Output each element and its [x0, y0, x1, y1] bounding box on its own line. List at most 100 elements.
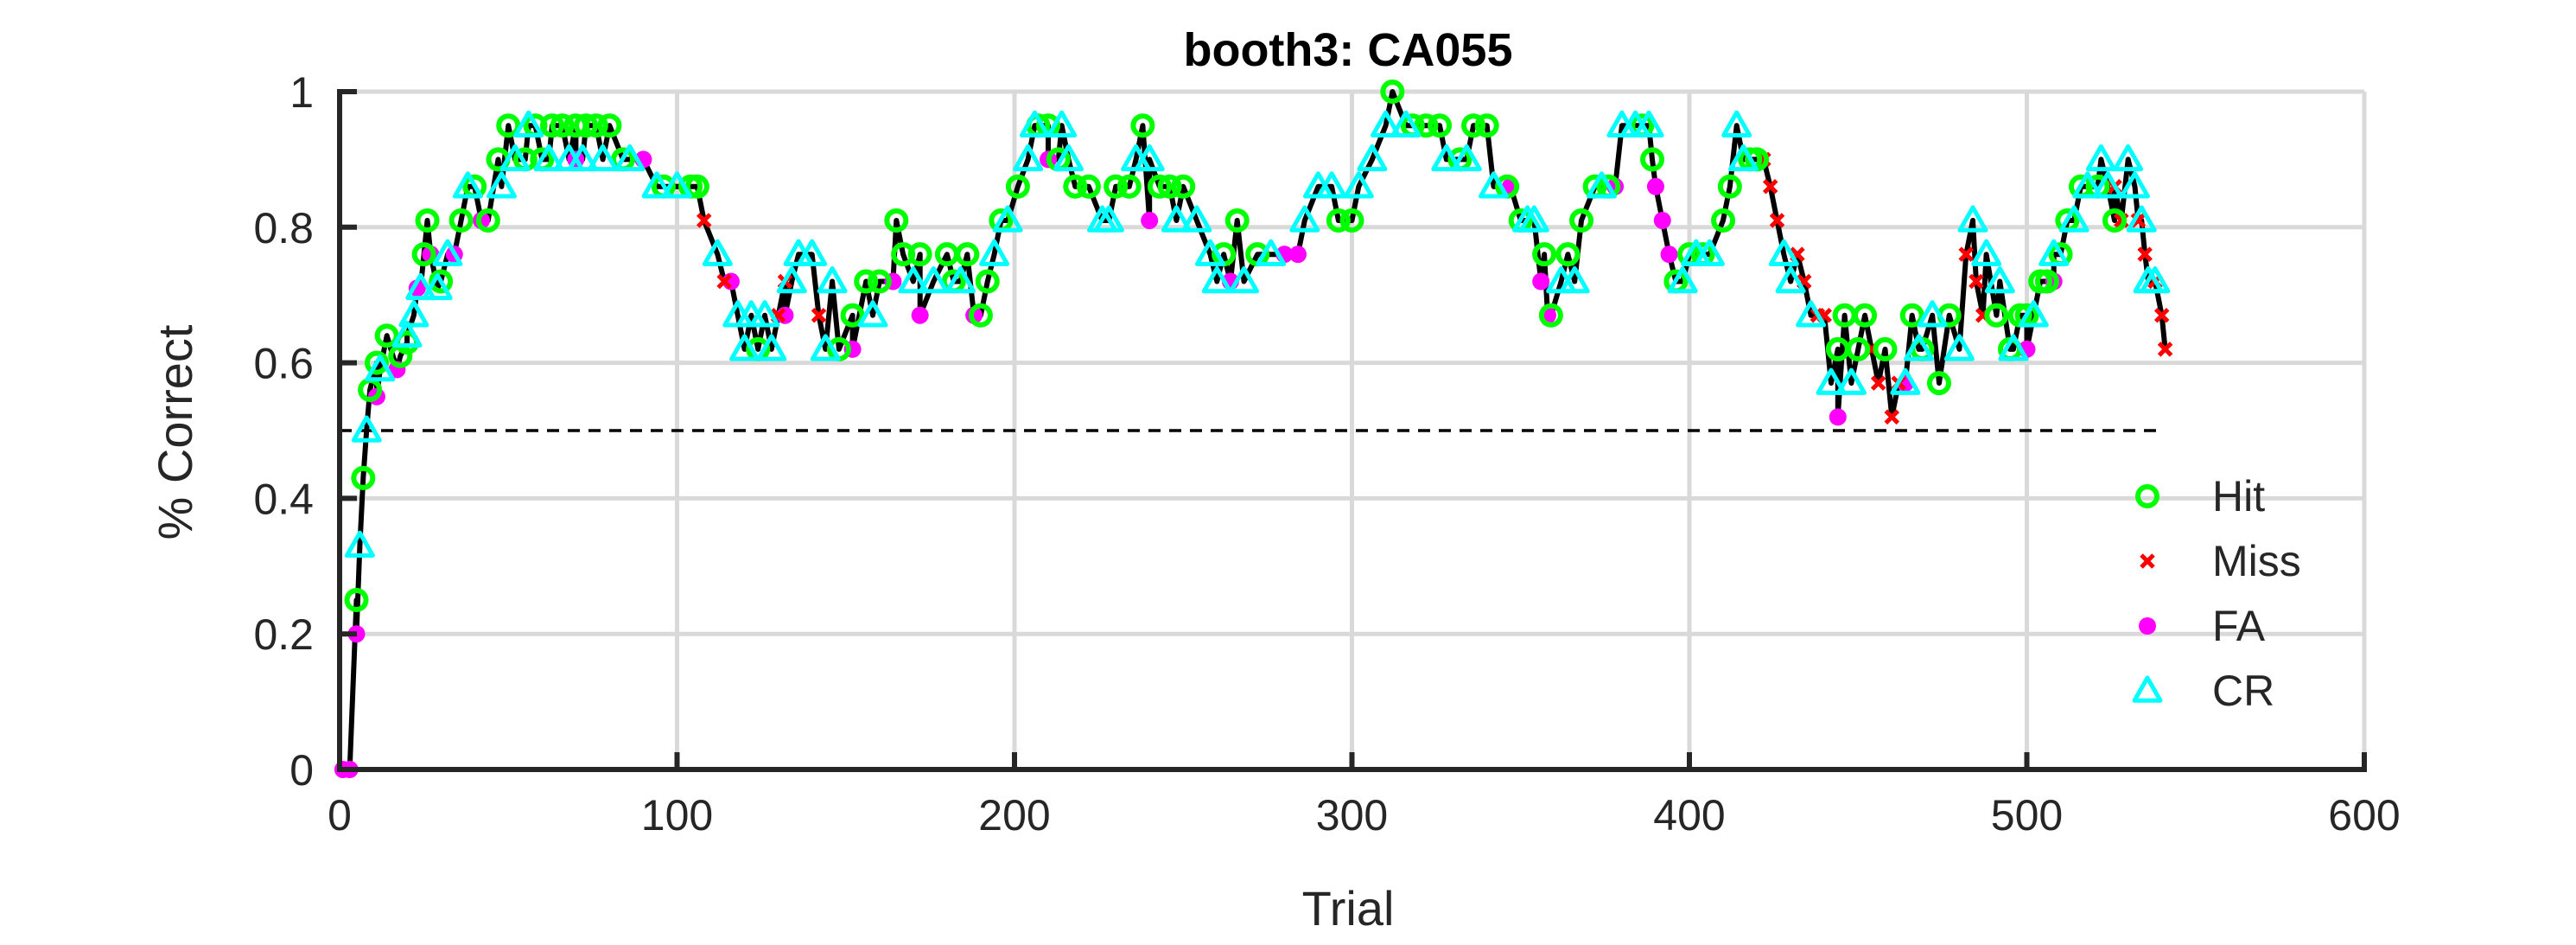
cr-point: [1316, 171, 1347, 199]
hit-point: [854, 269, 879, 294]
hit-point: [574, 113, 599, 138]
hit-point: [1171, 174, 1196, 199]
hit-point: [540, 113, 565, 138]
cr-point: [1796, 300, 1827, 328]
hit-point: [597, 113, 622, 138]
cr-point: [1431, 144, 1462, 172]
cr-point: [1957, 205, 1988, 233]
fa-point: [1660, 246, 1678, 264]
legend-label-cr: CR: [2212, 667, 2274, 715]
y-tick-label: 0: [289, 746, 314, 795]
cr-point: [614, 144, 646, 172]
hit-point: [1984, 303, 2009, 328]
cr-point: [1013, 144, 1044, 172]
x-tick-label: 600: [2328, 791, 2400, 840]
cr-point: [1289, 205, 1320, 233]
fa-point: [1653, 211, 1671, 229]
miss-point: [1969, 273, 1984, 290]
cr-point: [1984, 266, 2015, 294]
cr-point: [776, 266, 807, 294]
hit-point: [1711, 208, 1736, 233]
hit-point: [1339, 208, 1364, 233]
hit-point: [1116, 174, 1142, 199]
fa-point: [1646, 177, 1664, 195]
hit-point: [475, 208, 500, 233]
cr-point: [1357, 144, 1388, 172]
hit-point: [1005, 174, 1030, 199]
cr-point: [945, 266, 976, 294]
cr-point: [499, 144, 531, 172]
cr-point: [1134, 144, 1165, 172]
hit-point: [1555, 242, 1581, 267]
cr-point: [2072, 171, 2103, 199]
cr-point: [898, 266, 929, 294]
trial-markers: [334, 80, 2173, 778]
cr-point: [918, 266, 949, 294]
cr-point: [749, 300, 780, 328]
cr-point: [1943, 334, 1975, 361]
series-fa: [334, 150, 2063, 778]
hit-point: [1846, 336, 1871, 361]
cr-point: [2119, 171, 2150, 199]
cr-point: [1768, 239, 1799, 266]
y-axis-label: % Correct: [148, 324, 202, 540]
hit-point: [1414, 113, 1439, 138]
cr-point: [1559, 266, 1590, 294]
cr-point: [533, 144, 564, 172]
hit-point: [1326, 208, 1351, 233]
hit-point: [2034, 269, 2059, 294]
cr-point: [992, 205, 1023, 233]
cr-point: [1835, 367, 1867, 395]
cr-point: [2113, 144, 2144, 172]
hit-point: [1063, 174, 1088, 199]
hit-point: [429, 269, 454, 294]
fa-point: [1532, 272, 1550, 291]
hit-point: [351, 465, 376, 490]
x-tick-label: 300: [1316, 791, 1388, 840]
cr-point: [398, 300, 429, 328]
cr-point: [1451, 144, 1482, 172]
cr-point: [1890, 367, 1921, 395]
legend-label-miss: Miss: [2212, 537, 2301, 585]
cr-point: [1181, 205, 1212, 233]
legend-item-cr: CR: [2132, 667, 2274, 715]
cr-point: [365, 354, 396, 382]
y-tick-label: 0.6: [253, 340, 314, 388]
legend-marker-cr: [2132, 675, 2163, 703]
cr-point: [702, 239, 733, 266]
miss-point: [1762, 178, 1778, 195]
cr-point: [1256, 239, 1287, 266]
cr-point: [1093, 205, 1124, 233]
cr-point: [1053, 144, 1084, 172]
cr-point: [1917, 300, 1948, 328]
y-tick-label: 0.2: [253, 610, 314, 659]
hit-point: [684, 174, 709, 199]
hit-point: [1076, 174, 1101, 199]
cr-point: [2039, 239, 2070, 266]
fa-point: [911, 306, 929, 324]
miss-point: [1958, 246, 1974, 262]
legend-item-hit: Hit: [2135, 472, 2265, 520]
hit-point: [1461, 113, 1486, 138]
hit-point: [496, 113, 521, 138]
miss-point: [1870, 375, 1886, 391]
cr-point: [513, 110, 544, 137]
miss-point: [716, 273, 732, 290]
hit-point: [1474, 113, 1499, 138]
cr-point: [1586, 171, 1617, 199]
cr-point: [2058, 205, 2089, 233]
fa-point: [1141, 211, 1159, 229]
hit-point: [1717, 174, 1742, 199]
hit-point: [1899, 303, 1924, 328]
cr-point: [1904, 334, 1935, 361]
cr-point: [857, 300, 888, 328]
hit-point: [1853, 303, 1878, 328]
cr-point: [432, 239, 463, 266]
x-axis-label: Trial: [1302, 881, 1395, 935]
hit-point: [1640, 147, 1665, 172]
cr-point: [452, 171, 483, 199]
hit-point: [884, 208, 909, 233]
cr-point: [2018, 300, 2049, 328]
cr-point: [344, 530, 375, 559]
